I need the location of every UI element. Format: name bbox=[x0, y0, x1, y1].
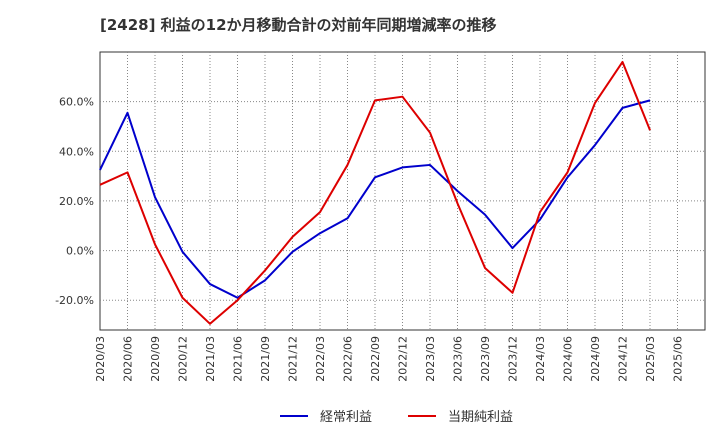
x-tick-label: 2023/03 bbox=[424, 336, 437, 382]
x-tick-label: 2021/03 bbox=[204, 336, 217, 382]
x-tick-label: 2024/06 bbox=[562, 336, 575, 382]
x-tick-label: 2024/03 bbox=[534, 336, 547, 382]
legend-label-1: 経常利益 bbox=[320, 410, 372, 425]
x-tick-label: 2025/03 bbox=[644, 336, 657, 382]
y-tick-label: 40.0% bbox=[59, 145, 94, 158]
x-tick-label: 2024/09 bbox=[589, 336, 602, 382]
x-tick-label: 2025/06 bbox=[672, 336, 685, 382]
legend-label-2: 当期純利益 bbox=[448, 410, 513, 425]
legend: 経常利益 当期純利益 bbox=[280, 410, 513, 425]
x-tick-label: 2022/06 bbox=[342, 336, 355, 382]
chart-title: [2428] 利益の12か月移動合計の対前年同期増減率の推移 bbox=[100, 16, 497, 34]
x-tick-label: 2023/09 bbox=[479, 336, 492, 382]
series-line-1 bbox=[99, 99, 651, 299]
x-tick-label: 2021/09 bbox=[259, 336, 272, 382]
x-tick-label: 2023/06 bbox=[452, 336, 465, 382]
x-axis-tick-labels: 2020/03 2020/06 2020/09 2020/12 2021/03 2021/… bbox=[94, 336, 685, 382]
x-tick-label: 2022/03 bbox=[314, 336, 327, 382]
x-tick-label: 2024/12 bbox=[617, 336, 630, 382]
x-tick-label: 2020/06 bbox=[122, 336, 135, 382]
x-tick-label: 2020/12 bbox=[177, 336, 190, 382]
series-layer bbox=[99, 60, 651, 325]
series-line-2 bbox=[99, 60, 651, 325]
y-tick-label: 20.0% bbox=[59, 195, 94, 208]
x-tick-label: 2021/06 bbox=[232, 336, 245, 382]
x-tick-label: 2022/09 bbox=[369, 336, 382, 382]
y-axis-tick-labels: -20.0% 0.0% 20.0% 40.0% 60.0% bbox=[55, 96, 94, 308]
y-tick-label: 60.0% bbox=[59, 96, 94, 109]
x-tick-label: 2023/12 bbox=[507, 336, 520, 382]
y-tick-label: 0.0% bbox=[66, 245, 94, 258]
x-tick-label: 2022/12 bbox=[397, 336, 410, 382]
x-tick-label: 2020/03 bbox=[94, 336, 107, 382]
y-tick-label: -20.0% bbox=[55, 294, 94, 307]
x-tick-label: 2020/09 bbox=[149, 336, 162, 382]
x-tick-label: 2021/12 bbox=[287, 336, 300, 382]
